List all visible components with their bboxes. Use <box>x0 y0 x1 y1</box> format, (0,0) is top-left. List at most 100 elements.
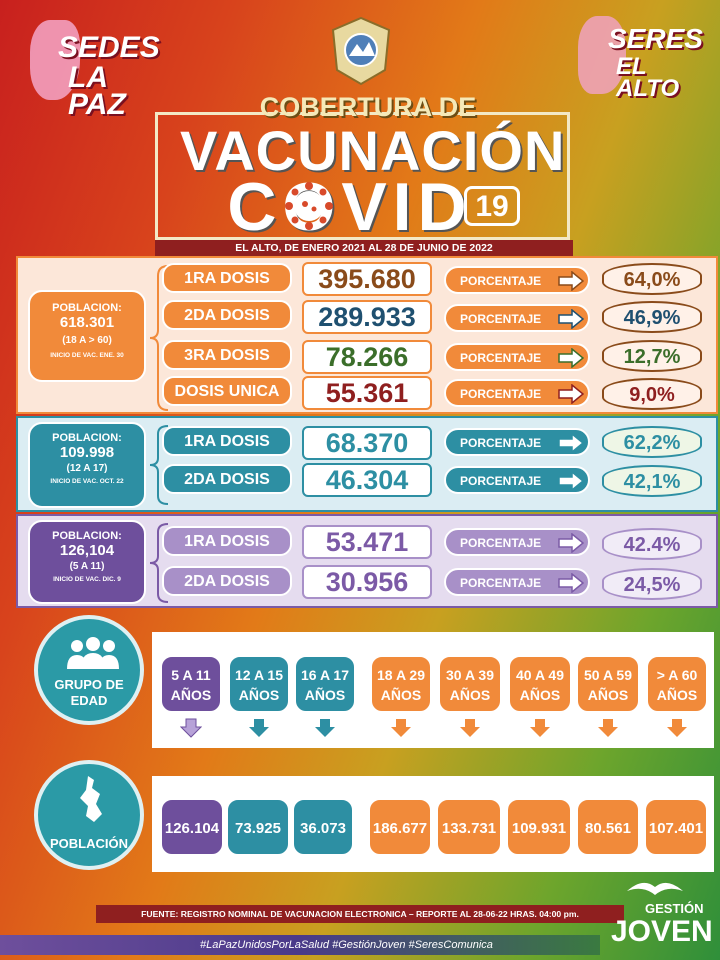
kids-population-box: POBLACION: 126,104 (5 A 11) INICIO DE VA… <box>28 520 146 604</box>
arrow-down-icon <box>460 719 480 737</box>
arrow-down-icon <box>667 719 687 737</box>
kids-value-2: 30.956 <box>302 565 432 599</box>
age-chip: 18 A 29 AÑOS <box>370 655 432 713</box>
sedes-logo: SEDES LA PAZ <box>30 20 170 120</box>
population-value: 186.677 <box>368 798 432 856</box>
adults-pct-label-1: PORCENTAJE <box>444 266 590 294</box>
teens-pct-label-2: PORCENTAJE <box>444 466 590 494</box>
age-group-label-2: EDAD <box>70 693 108 708</box>
kids-pct-1: 42.4% <box>602 528 702 560</box>
teens-pop-start: INICIO DE VAC. OCT. 22 <box>50 478 124 485</box>
adults-pct-label-3: PORCENTAJE <box>444 343 590 371</box>
arrow-down-icon <box>530 719 550 737</box>
age-chip-line2: AÑOS <box>238 687 280 703</box>
coat-of-arms-icon <box>325 10 397 88</box>
adults-pct-label-text-4: PORCENTAJE <box>460 387 542 401</box>
population-value: 36.073 <box>292 798 354 856</box>
population-badge: POBLACIÓN <box>34 760 144 870</box>
adults-pct-1: 64,0% <box>602 263 702 295</box>
age-chip-line1: 40 A 49 <box>516 667 564 683</box>
arrow-right-icon <box>558 471 584 491</box>
age-chip-line2: AÑOS <box>519 687 561 703</box>
gestion-label: GESTIÓN <box>645 901 704 916</box>
hashtags: #LaPazUnidosPorLaSalud #GestiónJoven #Se… <box>200 939 493 951</box>
age-chip-line2: AÑOS <box>449 687 491 703</box>
gestion-joven-logo: GESTIÓN JOVEN <box>605 875 715 955</box>
panel-adults: POBLACION: 618.301 (18 A > 60) INICIO DE… <box>16 256 718 414</box>
age-chip: 12 A 15 AÑOS <box>228 655 290 713</box>
kids-value-1: 53.471 <box>302 525 432 559</box>
kids-pop-value: 126,104 <box>59 542 115 559</box>
arrow-right-icon <box>558 271 584 291</box>
adults-value-2: 289.933 <box>302 300 432 334</box>
age-chip-line2: AÑOS <box>170 687 212 703</box>
kids-pct-2: 24,5% <box>602 568 702 600</box>
age-chip-line1: 12 A 15 <box>235 667 283 683</box>
adults-value-4: 55.361 <box>302 376 432 410</box>
teens-pop-label: POBLACION: <box>52 432 122 444</box>
title-line1: COBERTURA DE <box>259 92 477 122</box>
age-chip: 30 A 39 AÑOS <box>438 655 502 713</box>
sedes-logo-line2: LA PAZ <box>68 61 126 121</box>
teens-bracket <box>149 425 169 505</box>
arrow-right-icon <box>558 533 584 553</box>
adults-bracket <box>149 265 169 411</box>
age-group-label-1: GRUPO DE <box>54 677 124 692</box>
adults-pct-2: 46,9% <box>602 301 702 333</box>
age-chip-line2: AÑOS <box>656 687 698 703</box>
hashtags-bar <box>0 935 600 955</box>
el-alto-map-icon <box>80 776 102 822</box>
arrow-down-icon <box>249 719 269 737</box>
joven-label: JOVEN <box>611 915 713 948</box>
population-value: 109.931 <box>506 798 572 856</box>
age-group-badge: GRUPO DE EDAD <box>34 615 144 725</box>
teens-value-2: 46.304 <box>302 463 432 497</box>
kids-dose-2: 2DA DOSIS <box>162 566 292 596</box>
teens-pop-range: (12 A 17) <box>66 463 108 474</box>
title-19: 19 <box>464 186 520 226</box>
population-value: 80.561 <box>576 798 640 856</box>
panel-kids: POBLACION: 126,104 (5 A 11) INICIO DE VA… <box>16 514 718 608</box>
adults-pop-label: POBLACION: <box>52 302 122 314</box>
kids-pop-range: (5 A 11) <box>69 561 105 572</box>
arrow-down-icon <box>391 719 411 737</box>
la-paz-map-icon <box>30 20 80 100</box>
arrow-right-icon <box>558 309 584 329</box>
adults-pct-label-text-2: PORCENTAJE <box>460 312 542 326</box>
condor-icon <box>627 882 683 895</box>
age-chip: 50 A 59 AÑOS <box>576 655 640 713</box>
age-chip-line2: AÑOS <box>587 687 629 703</box>
seres-logo-line1: SERES <box>608 23 703 54</box>
age-chip: 16 A 17 AÑOS <box>294 655 356 713</box>
age-chip-line2: AÑOS <box>304 687 346 703</box>
teens-population-box: POBLACION: 109.998 (12 A 17) INICIO DE V… <box>28 422 146 508</box>
adults-pct-label-text-1: PORCENTAJE <box>460 274 542 288</box>
adults-dose-2: 2DA DOSIS <box>162 300 292 330</box>
kids-pct-label-1: PORCENTAJE <box>444 528 590 556</box>
kids-pct-label-2: PORCENTAJE <box>444 568 590 596</box>
arrow-right-icon <box>558 348 584 368</box>
adults-dose-4: DOSIS UNICA <box>162 376 292 406</box>
adults-dose-1: 1RA DOSIS <box>162 263 292 293</box>
adults-pct-label-2: PORCENTAJE <box>444 304 590 332</box>
subtitle-bar: EL ALTO, DE ENERO 2021 AL 28 DE JUNIO DE… <box>155 240 573 256</box>
age-chip: 5 A 11 AÑOS <box>160 655 222 713</box>
age-chip-line1: 30 A 39 <box>446 667 494 683</box>
virus-icon <box>283 180 335 232</box>
teens-pct-label-text-1: PORCENTAJE <box>460 436 542 450</box>
teens-pct-label-text-2: PORCENTAJE <box>460 474 542 488</box>
people-group-icon <box>67 637 119 669</box>
adults-pct-label-4: PORCENTAJE <box>444 379 590 407</box>
teens-value-1: 68.370 <box>302 426 432 460</box>
age-chip-line1: > A 60 <box>656 667 698 683</box>
teens-pct-label-1: PORCENTAJE <box>444 428 590 456</box>
kids-pop-label: POBLACION: <box>52 530 122 542</box>
panel-teens: POBLACION: 109.998 (12 A 17) INICIO DE V… <box>16 416 718 512</box>
kids-dose-1: 1RA DOSIS <box>162 526 292 556</box>
teens-dose-1: 1RA DOSIS <box>162 426 292 456</box>
age-chip-line1: 18 A 29 <box>377 667 425 683</box>
adults-pct-4: 9,0% <box>602 378 702 410</box>
kids-pct-label-text-2: PORCENTAJE <box>460 576 542 590</box>
adults-dose-3: 3RA DOSIS <box>162 340 292 370</box>
title-covid-text: COVID <box>227 169 473 245</box>
